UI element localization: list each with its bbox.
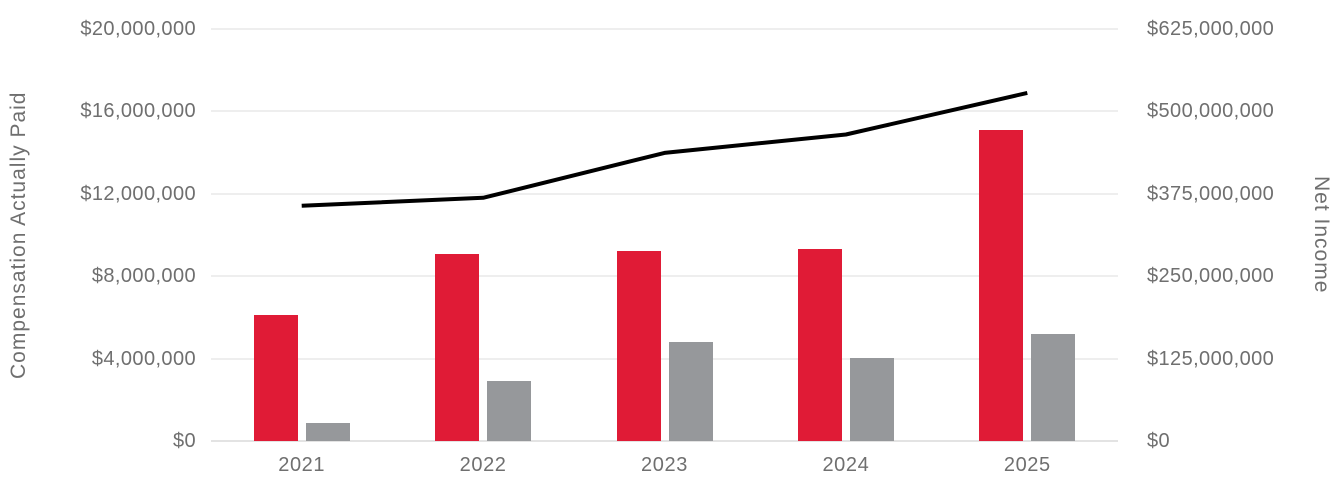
bar-red-bars-2022 xyxy=(435,253,480,441)
left-axis-tick-label: $16,000,000 xyxy=(80,100,196,123)
x-axis-line xyxy=(211,440,1118,442)
net-income-line xyxy=(301,90,1028,208)
right-axis-tick-label: $250,000,000 xyxy=(1147,265,1275,288)
plot-area xyxy=(211,28,1118,442)
bar-gray-bars-2024 xyxy=(849,357,894,441)
x-axis-tick-label-2023: 2023 xyxy=(641,454,688,476)
left-axis-tick-label: $0 xyxy=(172,430,196,452)
gridline xyxy=(211,357,1118,360)
bar-red-bars-2024 xyxy=(797,249,842,441)
bar-red-bars-2023 xyxy=(616,251,661,441)
left-axis-tick-label: $8,000,000 xyxy=(91,265,196,288)
right-axis-tick-label: $625,000,000 xyxy=(1147,18,1275,40)
right-axis-tick-label: $500,000,000 xyxy=(1147,100,1275,123)
right-axis-tick-label: $125,000,000 xyxy=(1147,347,1275,370)
gridline xyxy=(211,192,1118,195)
bar-red-bars-2025 xyxy=(979,129,1024,441)
bar-gray-bars-2022 xyxy=(487,381,532,441)
bar-red-bars-2021 xyxy=(253,315,298,441)
left-axis-title: Compensation Actually Paid xyxy=(7,91,30,379)
right-axis-tick-label: $0 xyxy=(1147,430,1171,452)
gridline xyxy=(211,110,1118,113)
x-axis-tick-label-2024: 2024 xyxy=(822,454,870,476)
right-axis-tick-label: $375,000,000 xyxy=(1147,182,1275,205)
net-income-line-path xyxy=(301,90,1028,208)
left-axis-tick-label: $12,000,000 xyxy=(80,182,196,205)
x-axis-tick-label-2025: 2025 xyxy=(1003,454,1051,476)
bar-gray-bars-2021 xyxy=(305,423,350,441)
left-axis-tick-label: $4,000,000 xyxy=(91,347,196,370)
x-axis-tick-label-2022: 2022 xyxy=(459,454,507,476)
gridline xyxy=(211,28,1118,30)
bar-gray-bars-2025 xyxy=(1031,333,1076,441)
x-axis-tick-label-2021: 2021 xyxy=(278,454,326,476)
bar-gray-bars-2023 xyxy=(668,342,713,441)
left-axis-tick-label: $20,000,000 xyxy=(80,18,196,40)
right-axis-title: Net Income xyxy=(1310,176,1333,294)
gridline xyxy=(211,275,1118,278)
